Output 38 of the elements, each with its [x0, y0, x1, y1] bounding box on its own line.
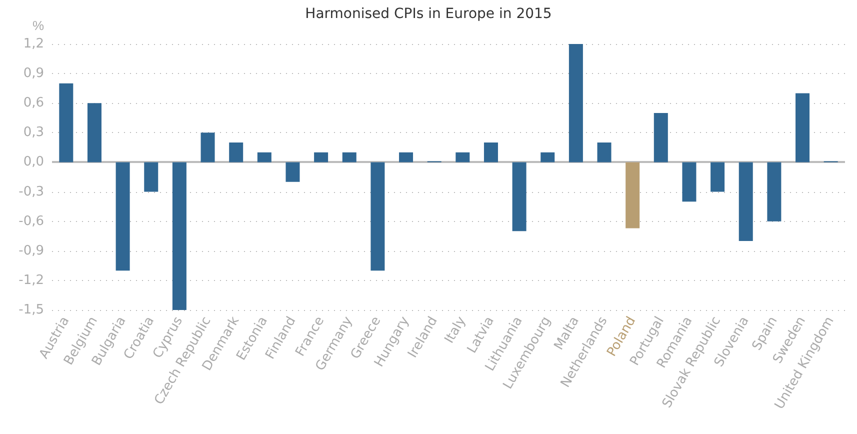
bar: [682, 162, 696, 202]
bar: [484, 142, 498, 162]
bar: [568, 44, 583, 162]
bar: [59, 83, 74, 162]
bar: [738, 162, 753, 242]
y-tick-label: 0,9: [23, 66, 44, 82]
bar: [286, 162, 300, 182]
bar: [796, 93, 810, 162]
bar: [399, 152, 414, 162]
bar: [87, 103, 102, 162]
bar: [710, 162, 725, 192]
bar: [456, 152, 470, 162]
bar: [597, 142, 612, 162]
y-tick-label: 0,3: [23, 125, 44, 140]
y-tick-label: -0,6: [18, 214, 44, 229]
y-axis-title: %: [32, 18, 44, 33]
y-tick-label: -1,5: [18, 302, 44, 318]
bar: [200, 132, 215, 162]
bar: [116, 162, 130, 271]
bar: [767, 162, 782, 222]
bar: [172, 162, 186, 310]
y-tick-label: -0,9: [18, 243, 44, 258]
bar: [257, 152, 272, 162]
bar: [342, 152, 356, 162]
y-tick-label: 0,6: [23, 96, 44, 111]
bar: [654, 112, 668, 162]
bar: [314, 152, 328, 162]
y-tick-label: -1,2: [18, 272, 44, 288]
bar: [144, 162, 158, 192]
bar: [370, 162, 385, 271]
bar: [229, 142, 244, 162]
bar: [540, 152, 555, 162]
bar: [512, 162, 526, 232]
y-tick-label: -0,3: [18, 184, 44, 200]
y-tick-label: 0,0: [23, 154, 44, 170]
chart-title: Harmonised CPIs in Europe in 2015: [305, 6, 552, 22]
y-tick-label: 1,2: [23, 36, 44, 52]
bar: [626, 162, 640, 228]
